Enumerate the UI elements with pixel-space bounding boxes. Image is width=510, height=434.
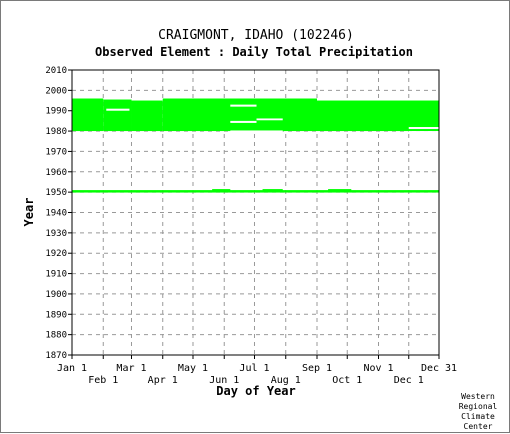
y-axis-label: Year bbox=[22, 198, 36, 227]
y-tick-label: 1880 bbox=[45, 331, 67, 341]
x-tick-label: Dec 31 bbox=[421, 363, 457, 374]
x-tick-label: May 1 bbox=[178, 363, 208, 374]
x-tick-label: Oct 1 bbox=[332, 375, 362, 386]
x-axis-ticks: Jan 1 Mar 1 May 1 Jul 1 Sep 1 Nov 1 Dec 31 Feb … bbox=[57, 355, 457, 386]
x-tick-label: Jul 1 bbox=[239, 363, 269, 374]
y-tick-label: 1900 bbox=[45, 290, 67, 300]
x-tick-label: Dec 1 bbox=[394, 375, 424, 386]
y-tick-label: 2000 bbox=[45, 86, 67, 96]
data-gap bbox=[408, 127, 439, 130]
y-tick-label: 2010 bbox=[45, 66, 67, 76]
y-tick-label: 1870 bbox=[45, 351, 67, 361]
credit-line: Regional bbox=[459, 402, 498, 411]
y-tick-label: 1990 bbox=[45, 107, 67, 117]
coverage-block bbox=[328, 189, 352, 193]
x-tick-label: Jun 1 bbox=[209, 375, 239, 386]
coverage-block bbox=[72, 98, 104, 132]
coverage-block bbox=[317, 100, 439, 132]
coverage-block bbox=[212, 189, 231, 192]
data-gap bbox=[256, 118, 283, 121]
data-gap bbox=[106, 108, 130, 111]
x-tick-label: Jan 1 bbox=[57, 363, 87, 374]
x-tick-label: Apr 1 bbox=[148, 375, 178, 386]
y-tick-label: 1960 bbox=[45, 168, 67, 178]
x-tick-label: Sep 1 bbox=[302, 363, 332, 374]
chart-title: CRAIGMONT, IDAHO (102246) bbox=[158, 28, 354, 43]
y-tick-label: 1970 bbox=[45, 147, 67, 157]
x-axis-label: Day of Year bbox=[216, 384, 295, 398]
data-gap bbox=[230, 130, 283, 133]
coverage-block bbox=[72, 190, 439, 193]
y-tick-label: 1980 bbox=[45, 127, 67, 137]
data-gap bbox=[230, 120, 257, 123]
y-tick-label: 1890 bbox=[45, 310, 67, 320]
x-tick-label: Nov 1 bbox=[363, 363, 393, 374]
y-tick-label: 1920 bbox=[45, 249, 67, 259]
chart-subtitle: Observed Element : Daily Total Precipita… bbox=[95, 45, 413, 59]
credit-line: Center bbox=[464, 422, 493, 431]
data-gap bbox=[408, 131, 439, 133]
credit-line: Western bbox=[461, 392, 495, 401]
credit-line: Climate bbox=[461, 412, 495, 421]
x-tick-label: Mar 1 bbox=[116, 363, 146, 374]
y-tick-label: 1950 bbox=[45, 188, 67, 198]
y-tick-label: 1910 bbox=[45, 270, 67, 280]
coverage-block bbox=[103, 99, 132, 132]
data-coverage bbox=[72, 98, 439, 193]
coverage-block bbox=[262, 189, 283, 193]
y-axis-ticks: 2010 2000 1990 1980 1970 1960 1950 1940 1930 1920… bbox=[45, 66, 72, 361]
y-tick-label: 1930 bbox=[45, 229, 67, 239]
coverage-block bbox=[162, 98, 318, 132]
coverage-block bbox=[131, 100, 163, 132]
data-gap bbox=[230, 104, 257, 107]
y-tick-label: 1940 bbox=[45, 209, 67, 219]
x-tick-label: Feb 1 bbox=[88, 375, 118, 386]
x-tick-label: Aug 1 bbox=[271, 375, 301, 386]
